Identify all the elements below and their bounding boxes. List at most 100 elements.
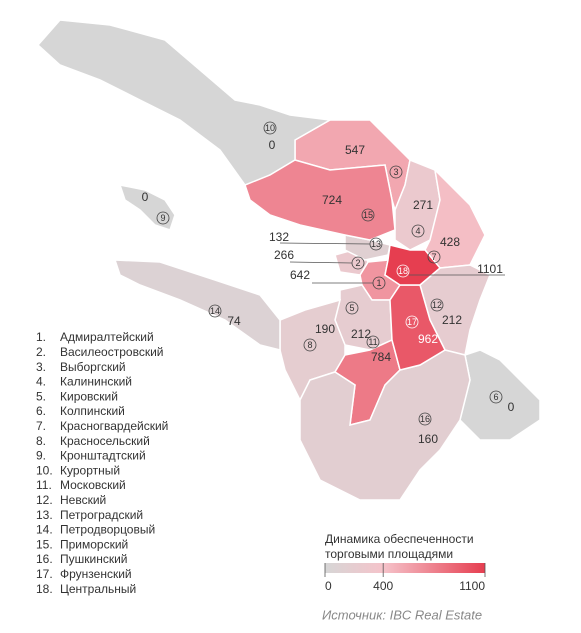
list-name: Василеостровский [60, 345, 163, 359]
list-number: 7. [36, 419, 46, 433]
list-number: 3. [36, 360, 46, 374]
list-name: Курортный [60, 463, 120, 477]
region-labels: 1642226635474271521260742881909010011784… [142, 121, 515, 446]
district-number: 13 [371, 239, 381, 249]
district-number: 2 [355, 258, 360, 268]
district-value: 428 [440, 235, 460, 249]
colorbar-tick-label: 400 [373, 579, 393, 593]
list-number: 16. [36, 552, 53, 566]
list-number: 17. [36, 567, 53, 581]
district-region [389, 284, 446, 371]
district-badge [389, 165, 403, 179]
list-name: Красносельский [60, 434, 150, 448]
leader-line [279, 242, 371, 245]
district-badge [156, 211, 170, 225]
colorbar-title: Динамика обеспеченности [325, 532, 474, 546]
district-badge [418, 412, 432, 426]
district-badge [411, 224, 425, 238]
list-number: 10. [36, 463, 53, 477]
list-name: Пушкинский [60, 552, 128, 566]
list-name: Колпинский [60, 404, 125, 418]
district-badge [369, 237, 383, 251]
list-number: 8. [36, 434, 46, 448]
district-value: 0 [508, 400, 515, 414]
district-region [113, 259, 281, 351]
district-number: 1 [376, 278, 381, 288]
district-value: 190 [315, 322, 335, 336]
regions [36, 19, 541, 501]
list-number: 11. [36, 478, 52, 492]
list-number: 4. [36, 375, 46, 389]
district-badge [489, 390, 503, 404]
list-number: 15. [36, 537, 53, 551]
colorbar: 0 400 1100 Динамика обеспеченноститорговыми… [324, 532, 486, 593]
district-number: 3 [393, 167, 398, 177]
list-number: 6. [36, 404, 46, 418]
district-badge [208, 304, 222, 318]
district-number: 14 [210, 306, 220, 316]
district-number: 9 [160, 213, 165, 223]
district-badge [351, 256, 365, 270]
district-badge [366, 335, 380, 349]
colorbar-tick-label: 0 [325, 579, 332, 593]
district-value: 0 [269, 138, 276, 152]
district-badge [430, 298, 444, 312]
district-value: 962 [418, 332, 438, 346]
district-badge [263, 121, 277, 135]
list-name: Красногвардейский [60, 419, 168, 433]
district-badge [427, 250, 441, 264]
district-number: 18 [398, 266, 408, 276]
district-value: 212 [351, 327, 371, 341]
district-number: 12 [432, 300, 442, 310]
district-number: 11 [368, 337, 377, 347]
list-number: 18. [36, 582, 53, 596]
district-value: 212 [442, 313, 462, 327]
district-region [459, 349, 541, 441]
list-number: 1. [36, 330, 46, 344]
list-name: Петроградский [60, 508, 143, 522]
list-name: Калининский [60, 375, 132, 389]
list-name: Адмиралтейский [60, 330, 154, 344]
district-value: 0 [142, 190, 149, 204]
leader-lines [279, 242, 505, 284]
district-value: 266 [274, 248, 294, 262]
list-name: Выборгский [60, 360, 126, 374]
district-list: 1. Адмиралтейский 2. Василеостровский 3. Выбо… [36, 330, 168, 596]
district-badge [405, 315, 419, 329]
district-badge [361, 208, 375, 222]
district-value: 271 [413, 198, 433, 212]
district-number: 16 [420, 414, 430, 424]
list-name: Петродворцовый [60, 523, 155, 537]
list-number: 2. [36, 345, 46, 359]
district-region [36, 19, 333, 197]
colorbar-tick-label: 1100 [459, 579, 485, 593]
list-name: Невский [60, 493, 106, 507]
district-value: 1101 [477, 262, 503, 276]
district-number: 7 [431, 252, 436, 262]
list-name: Кронштадтский [60, 449, 146, 463]
district-badge [303, 338, 317, 352]
district-number: 4 [415, 226, 420, 236]
district-number: 6 [493, 392, 498, 402]
district-value: 642 [290, 268, 310, 282]
list-name: Приморский [60, 537, 128, 551]
list-name: Фрунзенский [60, 567, 132, 581]
list-number: 9. [36, 449, 46, 463]
list-number: 13. [36, 508, 53, 522]
leader-line [289, 261, 353, 264]
district-number: 8 [307, 340, 312, 350]
source: Источник: IBC Real Estate [322, 607, 482, 622]
district-badge [396, 264, 410, 278]
colorbar-title: торговыми площадями [325, 547, 453, 561]
district-number: 17 [407, 317, 417, 327]
district-value: 784 [371, 350, 391, 364]
list-number: 5. [36, 389, 46, 403]
district-value: 160 [418, 432, 438, 446]
list-number: 12. [36, 493, 53, 507]
list-name: Центральный [60, 582, 136, 596]
district-badge [345, 301, 359, 315]
list-number: 14. [36, 523, 53, 537]
district-badge [372, 276, 386, 290]
list-name: Кировский [60, 389, 118, 403]
